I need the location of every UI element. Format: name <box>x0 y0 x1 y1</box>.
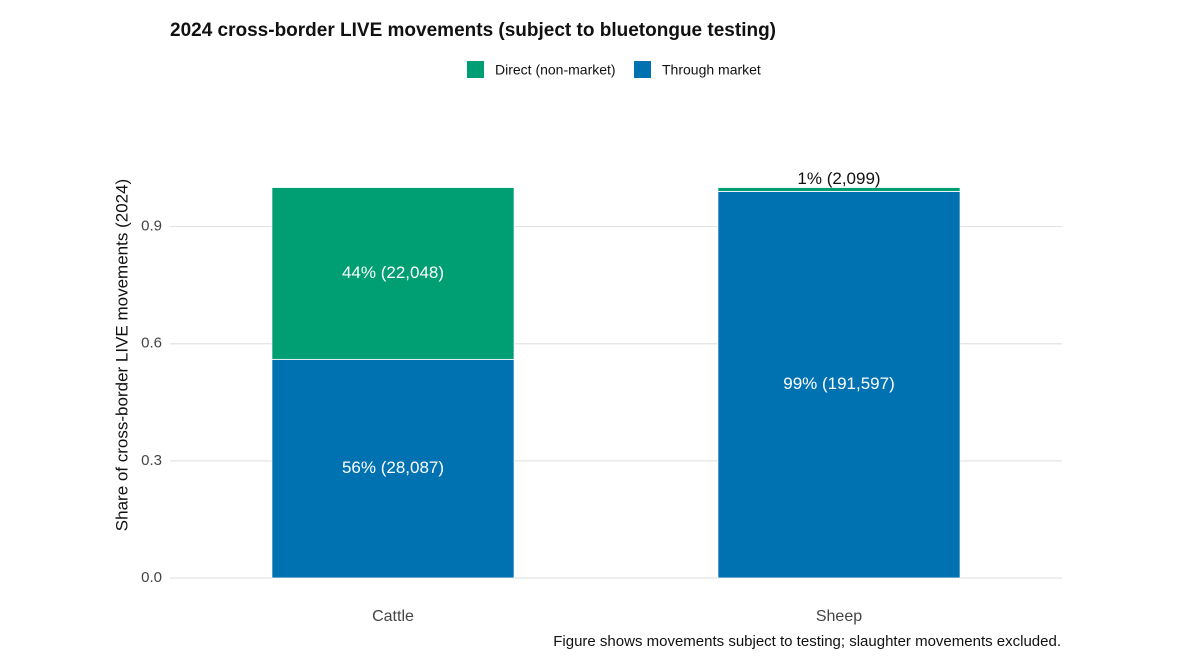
legend-swatch <box>634 61 651 78</box>
y-tick-label: 0.6 <box>141 335 162 352</box>
x-tick-label: Cattle <box>372 608 414 625</box>
bar-segment <box>271 187 515 360</box>
bar-segment <box>271 358 515 579</box>
y-axis-label: Share of cross-border LIVE movements (20… <box>112 179 131 531</box>
legend-label: Direct (non-market) <box>495 62 616 78</box>
bar-segment <box>717 187 961 192</box>
value-label: 99% (191,597) <box>783 374 895 393</box>
x-tick-label: Sheep <box>816 608 862 625</box>
value-label: 1% (2,099) <box>797 169 880 188</box>
y-tick-label: 0.9 <box>141 218 162 235</box>
chart-title: 2024 cross-border LIVE movements (subjec… <box>170 20 776 41</box>
legend-label: Through market <box>662 62 761 78</box>
value-label: 56% (28,087) <box>342 458 444 477</box>
bar-segment <box>717 191 961 579</box>
caption: Figure shows movements subject to testin… <box>553 633 1061 650</box>
value-label: 44% (22,048) <box>342 263 444 282</box>
y-tick-label: 0.3 <box>141 452 162 469</box>
legend-swatch <box>467 61 484 78</box>
y-tick-label: 0.0 <box>141 569 162 586</box>
